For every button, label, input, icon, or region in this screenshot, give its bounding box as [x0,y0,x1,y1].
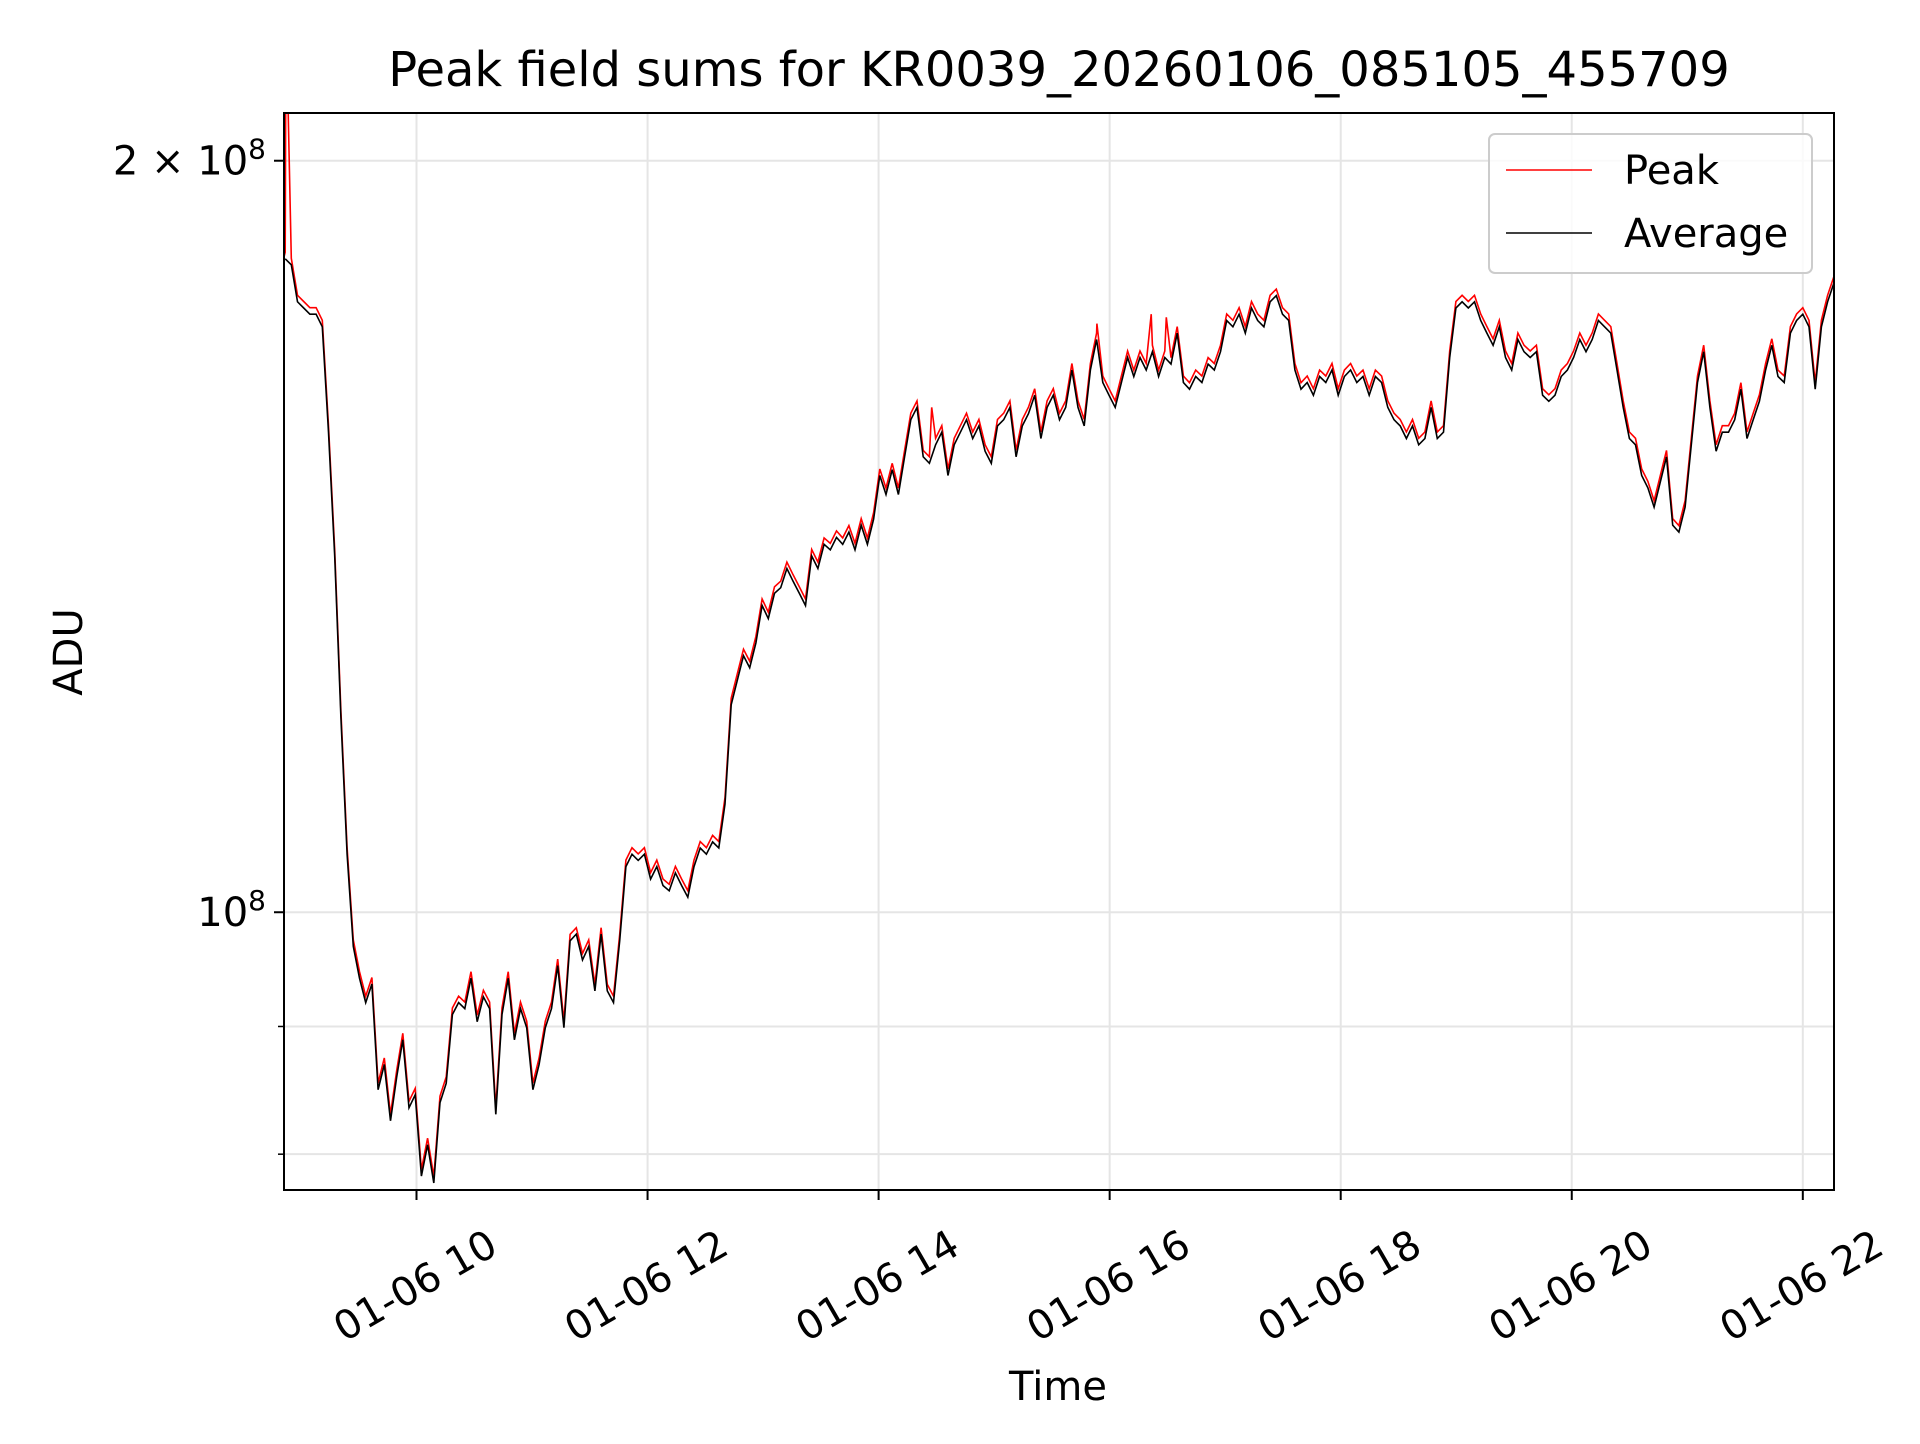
plot-area-frame [283,112,1835,1191]
legend-average-label: Average [1624,211,1788,257]
x-axis-label: Time [1008,1364,1107,1410]
legend: Peak Average [1488,133,1813,274]
y-tick-label-exponent: 8 [248,133,266,166]
y-tick-label-exponent: 8 [248,884,266,917]
series-line-peak [284,113,1834,1177]
legend-box [1488,133,1813,274]
grid [284,113,1834,1190]
series-line-average [284,258,1834,1184]
y-tick-label-base: 2 × 10 [113,139,248,185]
y-tick-label-base: 10 [197,890,248,936]
y-axis-label: ADU [46,608,92,695]
chart-title: Peak field sums for KR0039_20260106_0851… [388,42,1730,98]
legend-peak-label: Peak [1624,148,1720,194]
y-tick-label: 2 × 108 [113,133,266,185]
series-layer [284,113,1834,1184]
y-tick-label: 108 [197,884,266,936]
